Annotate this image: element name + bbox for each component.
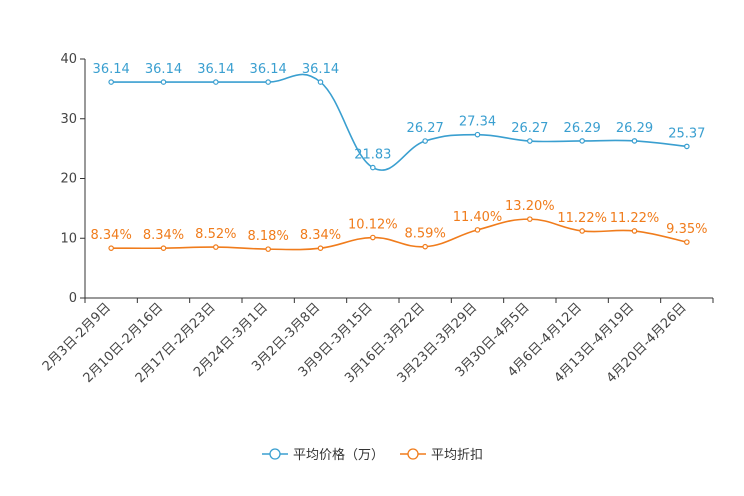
data-point[interactable] [160, 245, 167, 251]
data-point[interactable] [108, 79, 114, 85]
legend-marker-icon [407, 448, 419, 460]
data-label: 11.22% [610, 211, 660, 226]
data-label: 36.14 [197, 62, 234, 77]
data-label: 8.34% [300, 228, 341, 243]
legend[interactable]: 平均价格（万） 平均折扣 [262, 447, 483, 463]
data-label: 10.12% [348, 218, 398, 233]
legend-label: 平均价格（万） [293, 447, 384, 463]
data-point[interactable] [265, 246, 271, 252]
data-point[interactable] [474, 131, 481, 138]
legend-marker-icon [269, 448, 281, 460]
y-tick-label: 40 [60, 52, 77, 67]
data-label: 11.40% [453, 210, 503, 225]
series-layer [108, 73, 690, 252]
data-point[interactable] [370, 234, 376, 241]
y-tick-label: 30 [60, 112, 77, 127]
y-tick-label: 20 [60, 172, 77, 187]
legend-label: 平均折扣 [431, 448, 483, 463]
data-label: 26.27 [511, 121, 548, 136]
data-label: 11.22% [557, 211, 607, 226]
data-point[interactable] [631, 228, 638, 234]
legend-item-2[interactable]: 平均折扣 [400, 448, 483, 463]
data-label: 8.52% [195, 227, 236, 242]
data-point[interactable] [265, 79, 271, 85]
data-label: 13.20% [505, 199, 555, 214]
data-label: 8.34% [143, 228, 184, 243]
data-point[interactable] [213, 244, 219, 250]
data-label: 21.83 [354, 148, 391, 163]
data-label: 36.14 [250, 62, 287, 77]
data-point[interactable] [579, 228, 585, 234]
legend-item-1[interactable]: 平均价格（万） [262, 447, 384, 463]
y-tick-label: 10 [60, 231, 77, 246]
y-tick-label: 0 [69, 291, 77, 306]
data-label: 25.37 [668, 126, 705, 141]
data-label: 27.34 [459, 115, 496, 130]
data-label: 36.14 [302, 62, 339, 77]
data-label: 26.29 [564, 121, 601, 136]
data-point[interactable] [317, 79, 324, 85]
data-label: 8.18% [248, 229, 289, 244]
data-label: 26.29 [616, 121, 653, 136]
data-label: 9.35% [666, 222, 707, 237]
data-point[interactable] [160, 79, 167, 85]
data-point[interactable] [108, 245, 114, 251]
data-point[interactable] [213, 79, 219, 85]
data-label: 26.27 [407, 121, 444, 136]
data-point[interactable] [474, 227, 481, 233]
data-point[interactable] [422, 243, 428, 250]
data-label: 8.59% [405, 227, 446, 242]
data-point[interactable] [631, 138, 638, 144]
data-point[interactable] [684, 143, 690, 150]
data-label: 8.34% [91, 228, 132, 243]
data-point[interactable] [370, 164, 376, 171]
series-line-2 [111, 218, 688, 251]
data-point[interactable] [527, 216, 533, 222]
data-point[interactable] [684, 239, 690, 245]
data-point[interactable] [422, 138, 428, 144]
data-point[interactable] [317, 245, 324, 251]
data-point[interactable] [579, 138, 585, 144]
data-label: 36.14 [93, 62, 130, 77]
data-label: 36.14 [145, 62, 182, 77]
data-point[interactable] [527, 138, 533, 144]
data-labels: 36.14 36.14 36.14 36.14 36.14 21.83 26.27 27.34… [91, 62, 708, 244]
